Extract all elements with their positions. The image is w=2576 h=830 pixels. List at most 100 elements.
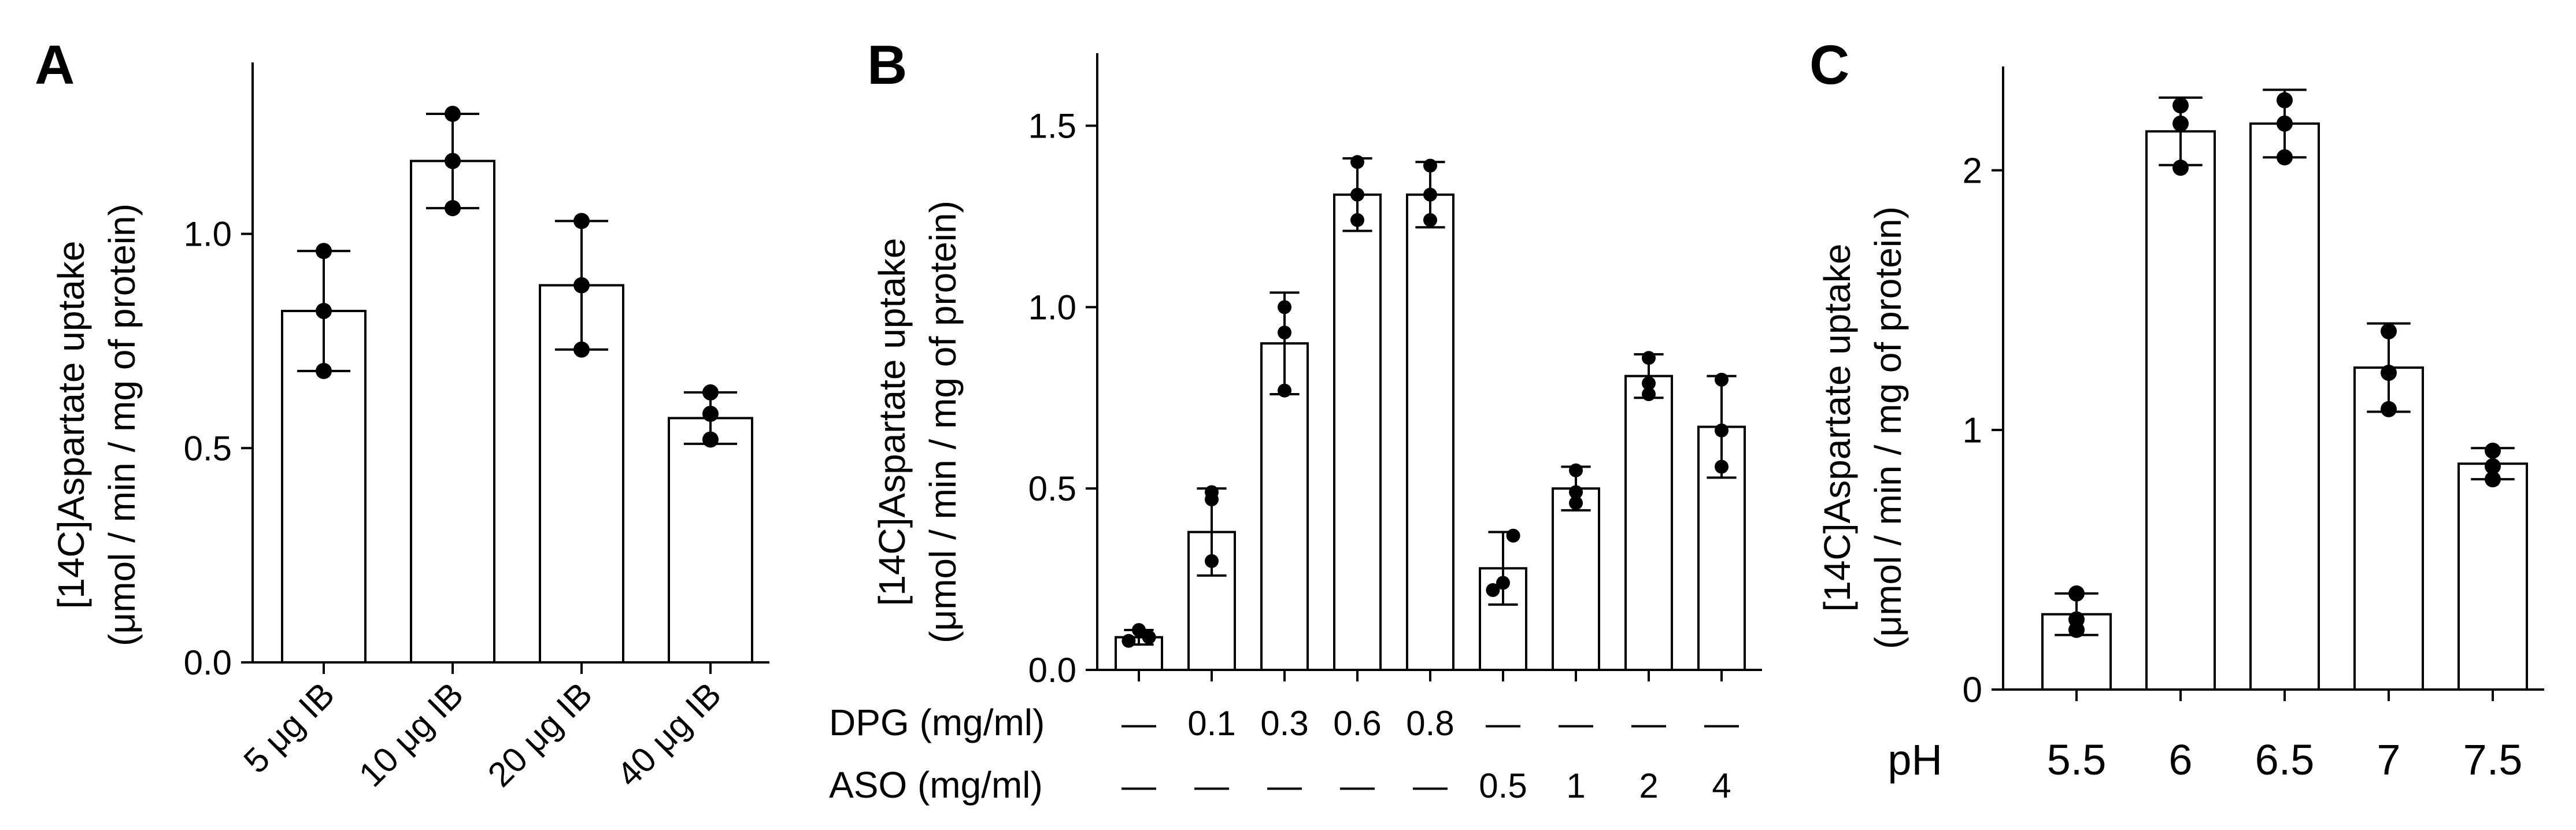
data-point-b-5 [1506, 528, 1520, 543]
y-axis-title-line2-a: (μmol / min / mg of protein) [101, 203, 143, 646]
data-point-a-2 [573, 341, 590, 358]
aso-value-7: 2 [1639, 766, 1658, 805]
x-tick-label-c: 7.5 [2463, 736, 2523, 784]
aso-value-3: — [1340, 766, 1375, 805]
y-axis-title-line1-c: [14C]Aspartate uptake [1816, 244, 1858, 612]
data-point-b-2 [1278, 325, 1291, 340]
bar-c-4 [2457, 462, 2528, 691]
data-point-c-1 [2172, 115, 2189, 132]
panel-label-b: B [867, 34, 907, 96]
data-point-b-3 [1350, 187, 1364, 202]
y-axis-title-line2-c: (μmol / min / mg of protein) [1867, 206, 1909, 649]
data-point-b-6 [1569, 496, 1583, 510]
y-axis-title-c: [14C]Aspartate uptake (μmol / min / mg o… [1816, 206, 1909, 649]
data-point-c-2 [2277, 115, 2293, 132]
dpg-value-4: 0.8 [1406, 704, 1454, 743]
data-point-a-0 [316, 243, 332, 260]
aso-value-0: — [1122, 766, 1156, 805]
data-point-b-7 [1642, 387, 1656, 401]
data-point-b-5 [1486, 583, 1500, 597]
data-point-c-3 [2381, 323, 2397, 340]
data-point-a-0 [316, 303, 332, 320]
data-point-b-2 [1278, 383, 1291, 398]
data-point-b-4 [1423, 213, 1437, 227]
y-tick-label-b: 1.0 [1028, 288, 1076, 327]
dpg-value-2: 0.3 [1260, 704, 1308, 743]
data-point-b-8 [1715, 423, 1729, 438]
aso-value-5: 0.5 [1479, 766, 1527, 805]
row-label-dpg: DPG (mg/ml) [829, 702, 1045, 743]
plot-area-b: 0.0 0.5 1.0 1.5 — 0.1 0.3 0.6 0.8 — — — — — — — — — 0.5 1 2 4 [1028, 53, 1762, 805]
data-point-b-1 [1205, 485, 1219, 499]
y-axis-title-a: [14C]Aspartate uptake (μmol / min / mg o… [50, 203, 143, 646]
data-point-a-1 [445, 153, 461, 169]
y-axis-title-line2-b: (μmol / min / mg of protein) [922, 201, 964, 643]
dpg-value-7: — [1631, 704, 1666, 743]
x-tick-label-c: 5.5 [2047, 736, 2107, 784]
panel-label-c: C [1809, 34, 1849, 96]
data-point-c-3 [2381, 365, 2397, 381]
x-tick-label-c: 6 [2168, 736, 2192, 784]
bar-a-1 [410, 160, 495, 664]
x-axis-title-ph: pH [1887, 736, 1942, 784]
data-point-c-2 [2277, 92, 2293, 109]
data-point-b-4 [1423, 158, 1437, 173]
aso-value-2: — [1267, 766, 1302, 805]
aso-value-4: — [1413, 766, 1448, 805]
data-point-a-1 [445, 105, 461, 122]
y-tick-label-b: 0.5 [1028, 469, 1076, 508]
dpg-value-3: 0.6 [1333, 704, 1381, 743]
data-point-b-8 [1715, 460, 1729, 474]
data-point-c-3 [2381, 401, 2397, 417]
data-point-b-7 [1642, 351, 1656, 365]
x-tick-label-c: 6.5 [2255, 736, 2315, 784]
bar-c-2 [2249, 122, 2320, 691]
data-point-a-1 [445, 200, 461, 217]
row-label-aso: ASO (mg/ml) [829, 764, 1043, 806]
dpg-value-0: — [1122, 704, 1156, 743]
data-point-c-4 [2485, 458, 2501, 475]
data-point-b-3 [1350, 213, 1364, 227]
data-point-b-8 [1715, 372, 1729, 387]
data-point-c-1 [2172, 97, 2189, 114]
y-tick-label-c: 2 [1963, 151, 1982, 191]
bar-c-1 [2145, 130, 2216, 691]
y-axis-title-b: [14C]Aspartate uptake (μmol / min / mg o… [871, 201, 964, 643]
data-point-b-4 [1423, 187, 1437, 202]
y-tick-label-c: 1 [1963, 411, 1982, 451]
panel-c: C [14C]Aspartate uptake (μmol / min / mg… [1809, 34, 2544, 784]
y-axis-title-line1-b: [14C]Aspartate uptake [871, 238, 913, 606]
aso-value-6: 1 [1566, 766, 1585, 805]
aso-value-1: — [1194, 766, 1229, 805]
data-point-a-2 [573, 213, 590, 229]
data-point-b-2 [1278, 300, 1291, 314]
y-tick-label-b: 1.5 [1028, 107, 1076, 146]
data-point-a-3 [702, 431, 719, 448]
data-point-c-1 [2172, 160, 2189, 176]
data-point-c-0 [2068, 611, 2085, 628]
dpg-value-8: — [1704, 704, 1739, 743]
plot-area-c: 0 1 2 5.5 6 6.5 7 7.5 [1963, 66, 2544, 784]
y-axis-title-line1-a: [14C]Aspartate uptake [50, 241, 92, 609]
data-point-b-0 [1122, 633, 1136, 648]
x-tick-label-c: 7 [2377, 736, 2400, 784]
data-point-c-0 [2068, 585, 2085, 602]
data-point-a-3 [702, 405, 719, 422]
data-point-a-0 [316, 362, 332, 379]
y-tick-label-a: 0.5 [184, 429, 232, 468]
dpg-value-6: — [1559, 704, 1593, 743]
data-point-b-6 [1569, 485, 1583, 499]
bar-b-4 [1406, 193, 1454, 671]
bar-b-3 [1333, 193, 1382, 671]
y-tick-label-c: 0 [1963, 670, 1982, 710]
data-point-b-5 [1496, 576, 1510, 590]
dpg-value-5: — [1486, 704, 1520, 743]
data-point-a-2 [573, 277, 590, 294]
data-point-c-4 [2485, 471, 2501, 488]
data-point-b-7 [1642, 376, 1656, 391]
bar-a-3 [668, 417, 753, 664]
dpg-value-1: 0.1 [1187, 704, 1235, 743]
aso-value-8: 4 [1712, 766, 1731, 805]
y-tick-label-b: 0.0 [1028, 651, 1076, 690]
